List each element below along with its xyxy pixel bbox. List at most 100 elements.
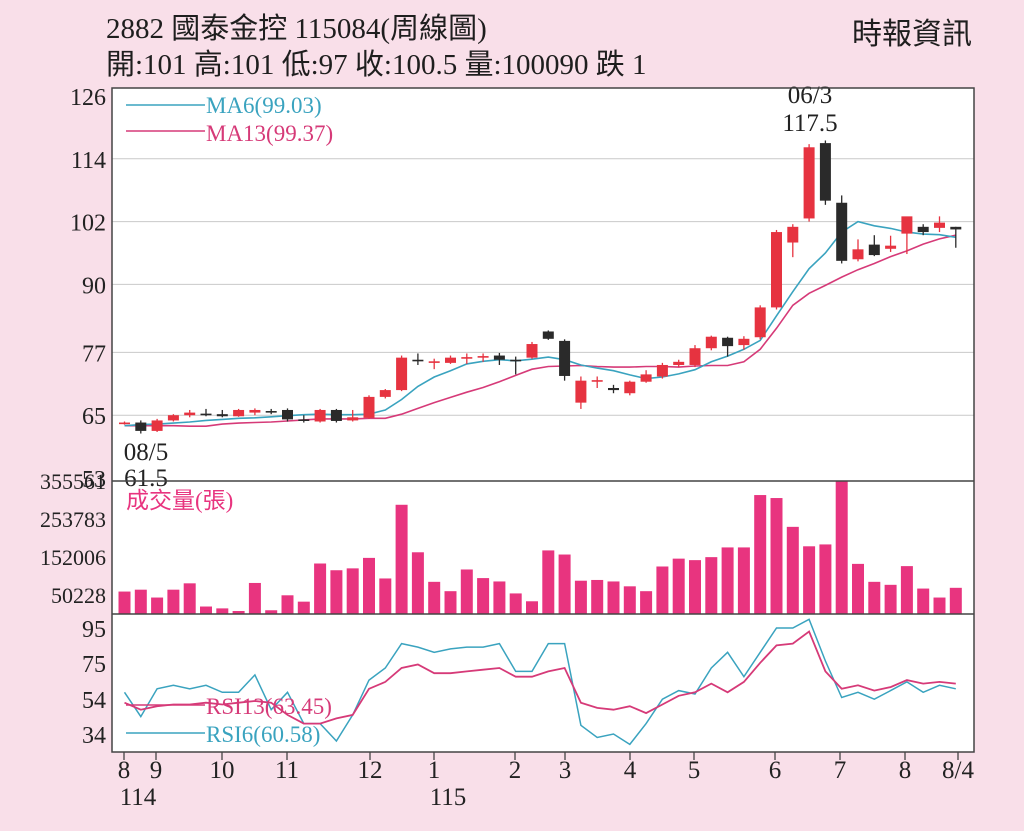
candle-body [314,409,326,422]
candle-body [754,307,766,338]
x-tick-label: 10 [210,757,235,784]
candle-body [852,249,864,260]
volume-bar [330,570,343,614]
candle-body [591,380,603,382]
ohlc-summary: 開:101 高:101 低:97 收:100.5 量:100090 跌 1 [106,49,647,81]
x-tick-label: 8 [899,757,912,784]
volume-bar [477,578,490,614]
volume-bar [395,504,408,614]
volume-bar [411,552,424,614]
candle-body [200,413,212,416]
volume-tick-label: 253783 [40,507,106,532]
x-tick-label: 6 [769,757,782,784]
volume-bar [656,566,669,614]
price-tick-label: 77 [82,341,106,367]
price-tick-label: 53 [82,467,106,493]
candle-body [135,422,147,431]
x-tick-label: 12 [358,757,383,784]
candle-body [493,355,505,360]
candle-body [771,232,782,308]
x-tick-label: 2 [509,757,522,784]
volume-bar [933,597,946,614]
volume-bar [363,557,375,614]
volume-bar [216,608,229,614]
x-tick-label: 4 [624,757,637,784]
volume-bar [917,588,930,614]
source-label: 時報資訊 [852,18,972,51]
volume-bar [607,581,620,614]
volume-bar [623,586,636,614]
candle-body [803,147,815,219]
candle-body [216,414,228,417]
candle-body [233,409,245,417]
rsi13-line [124,630,956,725]
volume-bar [786,526,799,614]
volume-bar [200,606,212,614]
rsi6-line [123,618,956,746]
candle-body [445,357,456,363]
volume-bar [770,498,783,614]
candle-body [412,359,424,362]
volume-bar [428,581,441,614]
rsi-tick-label: 75 [82,652,106,678]
candle-body [673,361,685,365]
high-value-annotation: 117.5 [782,110,837,137]
volume-bar [346,568,359,614]
candle-body [363,396,375,418]
volume-bar [900,566,913,614]
year-label: 114 [120,784,157,811]
volume-bar [542,550,555,614]
price-tick-label: 126 [70,85,106,111]
candle-body [477,356,489,358]
volume-bar [705,557,718,614]
price-tick-label: 90 [82,273,106,299]
volume-bar [265,610,278,614]
x-tick-label: 8 [118,757,131,784]
volume-bar [509,593,522,614]
price-tick-label: 114 [71,148,106,174]
volume-bar [574,580,587,614]
volume-bar [151,597,164,614]
volume-bar [640,591,653,614]
volume-bar [444,591,457,614]
volume-bar [868,581,881,614]
candle-body [868,244,880,256]
rsi-tick-label: 54 [82,688,106,714]
volume-bar [232,611,245,614]
volume-bar [493,581,506,614]
price-tick-label: 102 [70,211,106,237]
x-tick-label: 9 [150,757,163,784]
candle-body [934,222,945,228]
chart-title: 2882 國泰金控 115084(周線圖) [106,13,487,45]
candle-body [819,143,831,201]
candle-body [461,357,473,359]
candle-body [624,381,636,394]
ma13-line [124,234,956,428]
rsi-tick-label: 34 [82,723,106,749]
volume-bar [526,601,538,614]
candle-body [917,226,929,233]
x-tick-label: 3 [559,757,572,784]
candle-body [689,348,701,365]
volume-bar [591,579,604,614]
ma6-line [124,220,956,427]
volume-bar [297,601,310,614]
rsi13-legend-label: RSI13(63.45) [206,694,332,719]
candle-body [738,338,750,346]
candle-body [836,202,848,261]
candle-body [347,417,359,421]
price-tick-label: 65 [82,404,106,430]
x-tick-label: 7 [834,757,847,784]
candle-body [510,359,522,362]
volume-bar [721,547,734,614]
candle-body [705,336,717,349]
rsi6-legend-label: RSI6(60.58) [206,722,320,747]
volume-bar [689,560,701,614]
candle-body [640,374,652,382]
x-tick-label: 11 [275,757,299,784]
candle-body [722,337,734,347]
x-tick-label: 8/4 [942,757,974,784]
candle-body [656,364,668,377]
volume-bar [248,582,261,614]
volume-tick-label: 355561 [40,469,106,494]
